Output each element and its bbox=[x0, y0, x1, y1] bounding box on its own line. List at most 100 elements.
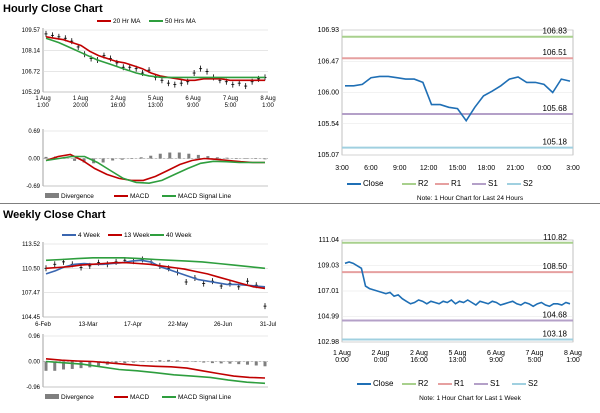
hourly_price-y-tick-label: 106.72 bbox=[22, 69, 41, 75]
weekly_price-y-tick-label: 110.50 bbox=[22, 266, 41, 272]
weekly_macd-divergence-bar bbox=[184, 360, 188, 362]
hourly_levels-legend-s2-label: S2 bbox=[523, 179, 533, 188]
hourly_macd-y-tick-label: 0.69 bbox=[28, 129, 40, 135]
hourly_macd-divergence-bar bbox=[82, 158, 86, 163]
hourly_levels-legend-r2-label: R2 bbox=[418, 179, 429, 188]
weekly_macd-divergence-bar bbox=[245, 361, 249, 365]
hourly_macd-divergence-bar bbox=[244, 158, 248, 159]
weekly_macd-divergence-bar bbox=[219, 361, 223, 364]
hourly_macd-divergence-bar bbox=[215, 157, 219, 159]
hourly_price-y-tick-label: 108.14 bbox=[22, 49, 41, 55]
weekly_macd-divergence-bar bbox=[88, 361, 92, 368]
weekly_levels-y-tick-label: 107.01 bbox=[318, 288, 340, 295]
weekly_price-x-tick-label: 13-Mar bbox=[78, 322, 97, 328]
weekly_levels-note: Note: 1 Hour Chart for Last 1 Week bbox=[419, 395, 522, 402]
hourly_levels-legend-close-label: Close bbox=[363, 179, 384, 188]
hourly_macd-divergence-bar bbox=[73, 158, 77, 161]
weekly_price-legend-4-week-label: 4 Week bbox=[78, 232, 101, 239]
hourly_macd-legend-divergence-label: Divergence bbox=[61, 193, 94, 200]
weekly_macd-divergence-bar bbox=[140, 361, 144, 363]
hourly_levels-legend-r1-label: R1 bbox=[451, 179, 462, 188]
weekly_price-x-tick-label: 22-May bbox=[168, 322, 188, 328]
weekly_macd-divergence-bar bbox=[114, 361, 118, 364]
weekly_macd-divergence-bar bbox=[53, 361, 57, 371]
weekly_levels-legend-r1-label: R1 bbox=[454, 379, 465, 388]
hourly_macd-legend-divergence-swatch bbox=[45, 193, 59, 198]
weekly_macd-divergence-bar bbox=[210, 361, 214, 364]
weekly_macd-legend-macd-signal-line-label: MACD Signal Line bbox=[178, 394, 231, 401]
hourly_price-x-tick-label: 1 Aug 1:00 bbox=[35, 96, 50, 109]
hourly_levels-x-tick-label: 18:00 bbox=[478, 165, 496, 172]
weekly_macd-divergence-bar bbox=[175, 360, 179, 362]
hourly_macd-divergence-bar bbox=[234, 158, 238, 159]
weekly_macd-divergence-bar bbox=[132, 361, 136, 363]
weekly_levels-x-tick-label: 8 Aug 1:00 bbox=[564, 350, 582, 364]
weekly_levels-legend-close-label: Close bbox=[373, 379, 394, 388]
hourly_levels-x-tick-label: 3:00 bbox=[566, 165, 580, 172]
weekly_levels-x-tick-label: 2 Aug 16:00 bbox=[410, 350, 428, 364]
hourly_levels-level-s1-label: 105.68 bbox=[543, 104, 568, 113]
weekly_price-y-tick-label: 107.47 bbox=[22, 291, 41, 297]
weekly_price-13-week-line bbox=[45, 261, 266, 290]
hourly_macd-divergence-bar bbox=[196, 154, 200, 159]
hourly_price-20-hr-ma-line bbox=[45, 36, 265, 82]
hourly_macd-y-tick-label: -0.69 bbox=[26, 184, 40, 190]
weekly_macd-y-tick-label: 0.00 bbox=[28, 360, 40, 366]
hourly_macd-divergence-bar bbox=[120, 158, 124, 160]
hourly_levels-x-tick-label: 12:00 bbox=[420, 165, 438, 172]
hourly_levels-note: Note: 1 Hour Chart for Last 24 Hours bbox=[417, 195, 524, 202]
weekly_levels-close-line bbox=[344, 261, 571, 308]
hourly_levels-legend-s1-label: S1 bbox=[488, 179, 498, 188]
hourly_levels-x-tick-label: 21:00 bbox=[506, 165, 524, 172]
hourly_macd-divergence-bar bbox=[101, 158, 105, 163]
weekly_levels-y-tick-label: 104.99 bbox=[318, 314, 340, 321]
weekly_macd-divergence-bar bbox=[44, 361, 48, 371]
hourly_levels-level-s2-label: 105.18 bbox=[543, 138, 568, 147]
weekly_price-x-tick-label: 17-Apr bbox=[124, 322, 142, 328]
hourly_macd-divergence-bar bbox=[206, 156, 210, 159]
weekly_macd-divergence-bar bbox=[167, 359, 171, 362]
hourly_levels-y-tick-label: 106.47 bbox=[318, 58, 340, 65]
hourly_levels-x-tick-label: 15:00 bbox=[449, 165, 467, 172]
weekly_macd-y-tick-label: -0.96 bbox=[26, 385, 40, 391]
weekly_price-y-tick-label: 104.45 bbox=[22, 315, 41, 321]
hourly_macd-divergence-bar bbox=[187, 153, 191, 159]
weekly_macd-legend-divergence-label: Divergence bbox=[61, 394, 94, 401]
hourly_macd-divergence-bar bbox=[158, 153, 162, 159]
weekly_levels-level-s1-label: 104.68 bbox=[543, 310, 568, 319]
hourly_levels-x-tick-label: 3:00 bbox=[335, 165, 349, 172]
weekly_price-x-tick-label: 6-Feb bbox=[35, 322, 51, 328]
weekly_macd-divergence-bar bbox=[70, 361, 74, 369]
hourly_price-y-tick-label: 109.57 bbox=[22, 28, 41, 34]
weekly-section-title: Weekly Close Chart bbox=[3, 209, 106, 221]
weekly_macd-divergence-bar bbox=[158, 360, 162, 362]
weekly_price-x-tick-label: 31-Jul bbox=[260, 322, 276, 328]
weekly_macd-divergence-bar bbox=[237, 361, 241, 365]
hourly_price-y-tick-label: 105.29 bbox=[22, 90, 41, 96]
hourly_levels-y-tick-label: 105.07 bbox=[318, 152, 340, 159]
weekly_macd-divergence-bar bbox=[228, 361, 232, 364]
weekly_levels-x-tick-label: 1 Aug 0:00 bbox=[333, 350, 351, 364]
weekly_levels-x-tick-label: 6 Aug 9:00 bbox=[487, 350, 505, 364]
weekly_levels-y-tick-label: 111.04 bbox=[319, 237, 339, 244]
hourly_price-legend-50-hrs-ma-label: 50 Hrs MA bbox=[165, 18, 196, 25]
hourly_price-legend-20-hr-ma-label: 20 Hr MA bbox=[113, 18, 141, 25]
weekly_levels-legend-r2-label: R2 bbox=[418, 379, 429, 388]
hourly_price-x-tick-label: 1 Aug 20:00 bbox=[73, 96, 89, 109]
weekly_levels-x-tick-label: 2 Aug 0:00 bbox=[372, 350, 390, 364]
hourly_macd-y-tick-label: 0.00 bbox=[28, 157, 40, 163]
hourly_macd-divergence-bar bbox=[149, 155, 153, 159]
hourly_levels-level-r2-label: 106.83 bbox=[543, 27, 568, 36]
weekly_macd-legend-divergence-swatch bbox=[45, 394, 59, 399]
weekly_macd-legend-macd-label: MACD bbox=[130, 394, 149, 401]
hourly_levels-x-tick-label: 9:00 bbox=[393, 165, 407, 172]
hourly_levels-level-r1-label: 106.51 bbox=[543, 48, 568, 57]
weekly_levels-level-r1-label: 108.50 bbox=[543, 262, 568, 271]
hourly_macd-divergence-bar bbox=[139, 157, 143, 159]
weekly_levels-y-tick-label: 102.98 bbox=[318, 339, 340, 346]
weekly_levels-x-tick-label: 7 Aug 5:00 bbox=[526, 350, 544, 364]
hourly_price-x-tick-label: 6 Aug 9:00 bbox=[185, 96, 200, 109]
weekly_macd-macd-line bbox=[45, 358, 266, 379]
hourly_price-x-tick-label: 7 Aug 5:00 bbox=[223, 96, 238, 109]
